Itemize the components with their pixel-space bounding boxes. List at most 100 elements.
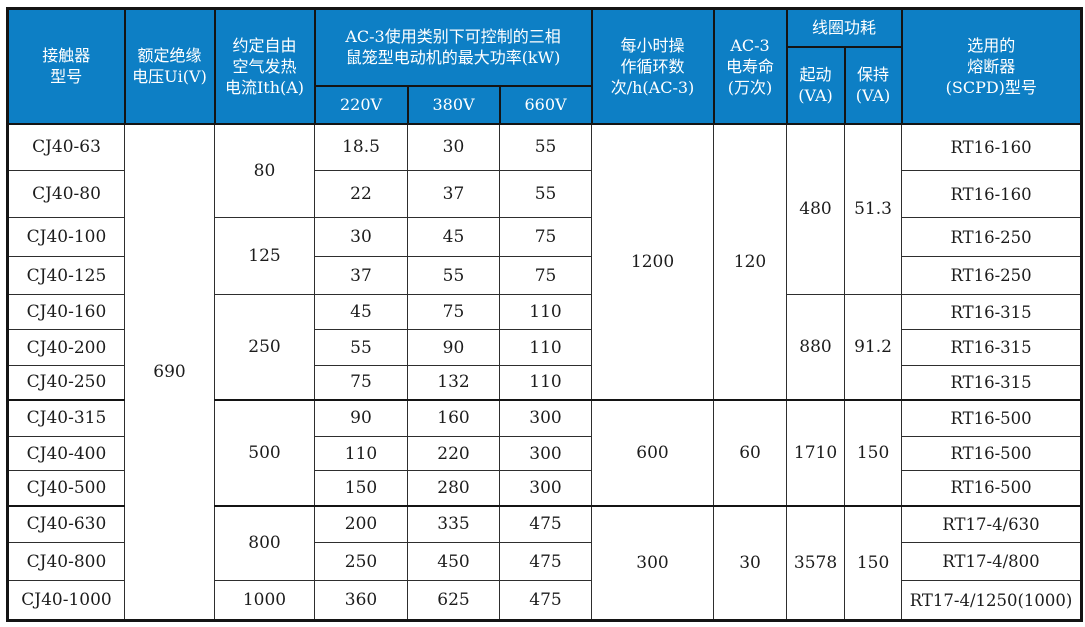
cell-ith-800: 800 (214, 504, 315, 581)
table-row: CJ40-63 690 80 18.5 30 55 1200 120 480 5… (7, 123, 1083, 621)
header-coil-consumption-group: 线圈功耗 (785, 7, 903, 48)
header-660v: 660V (498, 84, 593, 125)
table-header: 接触器 型号 额定绝缘 电压Ui(V) 约定自由 空气发热 电流Ith(A) A… (6, 7, 1083, 125)
table-row: CJ40-630 800 200 335 475 300 30 3578 150… (7, 504, 1083, 621)
cell-kw-220: 22 (314, 170, 408, 218)
header-start-va: 起动 (VA) (785, 45, 846, 125)
table-row: CJ40-315 500 90 160 300 600 60 1710 150 … (7, 398, 1083, 506)
cell-kw-380: 450 (407, 542, 500, 581)
cell-kw-660: 55 (498, 123, 593, 171)
cell-kw-220: 360 (314, 580, 408, 621)
cell-model: CJ40-160 (7, 294, 125, 330)
table-row: CJ40-400 110 220 300 RT16-500 (7, 436, 1083, 471)
cell-kw-220: 55 (314, 329, 408, 366)
cell-hold-va-51: 51.3 (844, 123, 903, 295)
cell-fuse: RT16-315 (901, 365, 1083, 400)
header-rated-insulation-voltage: 额定绝缘 电压Ui(V) (123, 7, 216, 125)
cell-kw-380: 625 (407, 580, 500, 621)
cell-fuse: RT17-4/630 (901, 504, 1083, 543)
header-operating-cycles: 每小时操 作循环数 次/h(AC-3) (590, 7, 715, 125)
cell-kw-220: 30 (314, 217, 408, 257)
cell-fuse: RT16-315 (901, 329, 1083, 366)
header-max-power-group: AC-3使用类别下可控制的三相 鼠笼型电动机的最大功率(kW) (313, 7, 593, 87)
cell-kw-660: 475 (498, 542, 593, 581)
cell-model: CJ40-800 (7, 542, 125, 581)
cell-model: CJ40-125 (7, 256, 125, 295)
cell-kw-380: 45 (407, 217, 500, 257)
cell-kw-220: 18.5 (314, 123, 408, 171)
cell-fuse: RT16-500 (901, 470, 1083, 506)
cell-kw-380: 132 (407, 365, 500, 400)
table-row: CJ40-200 55 90 110 RT16-315 (7, 329, 1083, 366)
cell-kw-380: 37 (407, 170, 500, 218)
cell-cycles-300: 300 (591, 504, 715, 621)
cell-model: CJ40-630 (7, 504, 125, 543)
cell-kw-380: 90 (407, 329, 500, 366)
cell-kw-220: 110 (314, 436, 408, 471)
cell-life-60: 60 (713, 398, 788, 506)
cell-start-va-1710: 1710 (786, 398, 846, 506)
cell-ith-500: 500 (214, 398, 315, 506)
cell-hold-va-150b: 150 (844, 504, 903, 621)
cell-ith-250: 250 (214, 294, 315, 400)
cell-kw-220: 90 (314, 398, 408, 437)
cell-kw-660: 300 (498, 470, 593, 506)
table-row: CJ40-125 37 55 75 RT16-250 (7, 256, 1083, 295)
cell-kw-660: 110 (498, 365, 593, 400)
cell-fuse: RT16-250 (901, 256, 1083, 295)
cell-model: CJ40-400 (7, 436, 125, 471)
cell-model: CJ40-315 (7, 398, 125, 437)
header-contactor-model: 接触器 型号 (6, 7, 126, 125)
header-hold-va: 保持 (VA) (843, 45, 903, 125)
cell-kw-220: 250 (314, 542, 408, 581)
cell-life-120: 120 (713, 123, 788, 400)
cell-fuse: RT17-4/1250(1000) (901, 580, 1083, 621)
cell-fuse: RT16-160 (901, 123, 1083, 171)
cell-fuse: RT16-500 (901, 398, 1083, 437)
cell-hold-va-91: 91.2 (844, 294, 903, 400)
cell-fuse: RT16-500 (901, 436, 1083, 471)
cell-start-va-480: 480 (786, 123, 846, 295)
table-row: CJ40-80 22 37 55 RT16-160 (7, 170, 1083, 218)
cell-kw-220: 37 (314, 256, 408, 295)
cell-kw-380: 335 (407, 504, 500, 543)
cell-kw-660: 110 (498, 294, 593, 330)
cell-cycles-1200: 1200 (591, 123, 715, 400)
cell-model: CJ40-100 (7, 217, 125, 257)
cell-kw-380: 55 (407, 256, 500, 295)
cell-model: CJ40-1000 (7, 580, 125, 621)
header-fuse-type: 选用的 熔断器 (SCPD)型号 (900, 7, 1083, 125)
cell-ith-1000: 1000 (214, 580, 315, 621)
cell-kw-660: 55 (498, 170, 593, 218)
cell-ith-80: 80 (214, 123, 315, 218)
header-220v: 220V (313, 84, 409, 125)
cell-fuse: RT16-160 (901, 170, 1083, 218)
cell-kw-660: 75 (498, 256, 593, 295)
cell-kw-380: 30 (407, 123, 500, 171)
cell-start-va-880: 880 (786, 294, 846, 400)
table-row: CJ40-160 250 45 75 110 880 91.2 RT16-315 (7, 294, 1083, 400)
table-row: CJ40-1000 1000 360 625 475 RT17-4/1250(1… (7, 580, 1083, 621)
cell-kw-660: 110 (498, 329, 593, 366)
header-electrical-life: AC-3 电寿命 (万次) (712, 7, 788, 125)
cell-fuse: RT16-250 (901, 217, 1083, 257)
cell-kw-220: 75 (314, 365, 408, 400)
header-380v: 380V (406, 84, 501, 125)
cell-kw-220: 150 (314, 470, 408, 506)
cell-kw-380: 160 (407, 398, 500, 437)
cell-ui-690: 690 (124, 123, 215, 621)
cell-hold-va-150a: 150 (844, 398, 903, 506)
cell-kw-380: 75 (407, 294, 500, 330)
cell-kw-660: 475 (498, 504, 593, 543)
cell-model: CJ40-250 (7, 365, 125, 400)
table-row: CJ40-800 250 450 475 RT17-4/800 (7, 542, 1083, 581)
contactor-spec-table: 接触器 型号 额定绝缘 电压Ui(V) 约定自由 空气发热 电流Ith(A) A… (6, 7, 1084, 622)
cell-ith-125: 125 (214, 217, 315, 295)
cell-model: CJ40-80 (7, 170, 125, 218)
cell-kw-660: 300 (498, 436, 593, 471)
cell-start-va-3578: 3578 (786, 504, 846, 621)
cell-cycles-600: 600 (591, 398, 715, 506)
header-thermal-current: 约定自由 空气发热 电流Ith(A) (213, 7, 316, 125)
cell-kw-660: 300 (498, 398, 593, 437)
cell-kw-660: 75 (498, 217, 593, 257)
